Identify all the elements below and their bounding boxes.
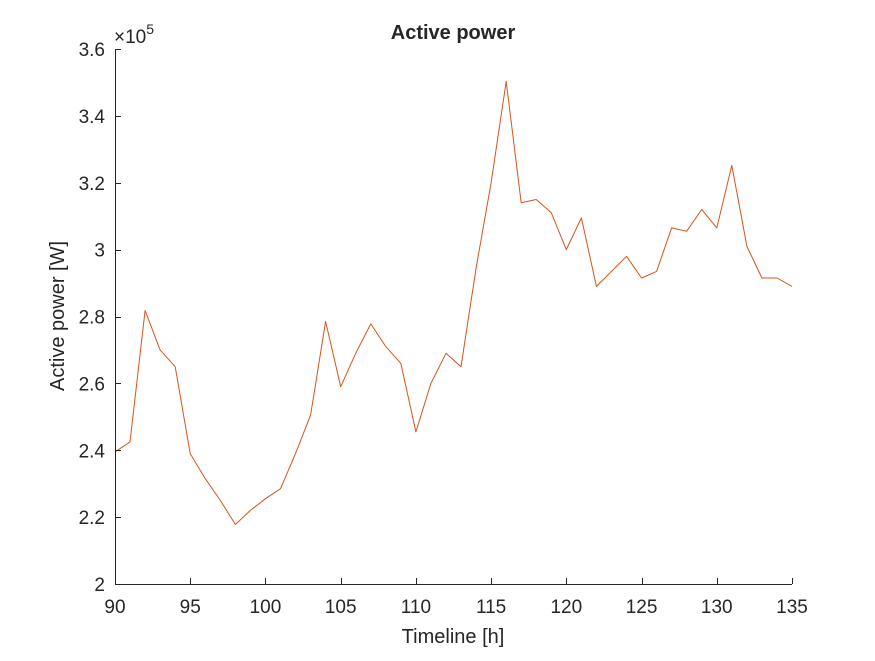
x-tick-label: 90 [104,597,125,618]
y-exponent-label: ×105 [114,21,154,48]
y-tick-label: 3 [94,241,105,262]
x-tick-label: 100 [250,597,282,618]
y-axis-label: Active power [W] [47,241,69,391]
y-exponent-base: ×10 [114,27,146,48]
x-tick-label: 115 [476,597,506,618]
x-tick-label: 135 [776,597,808,618]
series-line-1 [114,80,793,525]
chart-title: Active power [391,22,516,44]
y-ticks: 2 2.2 2.4 2.6 2.8 3 3.2 3.4 3.6 [79,40,121,596]
y-tick-label: 2.6 [79,374,105,395]
y-tick-label: 3.2 [79,174,105,195]
plot-area-background [115,49,792,584]
x-tick-label: 130 [701,597,733,618]
y-tick-label: 2 [94,575,105,596]
y-exponent-power: 5 [146,21,154,37]
x-axis-label: Timeline [h] [402,626,505,648]
y-tick-label: 2.8 [79,308,105,329]
series-layer [114,80,793,525]
x-tick-label: 105 [325,597,357,618]
y-tick-label: 2.2 [79,508,105,529]
x-tick-label: 95 [180,597,201,618]
x-tick-label: 110 [401,597,431,618]
x-tick-label: 125 [626,597,658,618]
y-tick-label: 3.4 [79,107,106,128]
x-ticks: 90 95 100 105 110 115 120 125 130 135 [104,578,808,618]
y-tick-label: 2.4 [79,441,106,462]
y-tick-label: 3.6 [79,40,105,61]
x-tick-label: 120 [550,597,582,618]
